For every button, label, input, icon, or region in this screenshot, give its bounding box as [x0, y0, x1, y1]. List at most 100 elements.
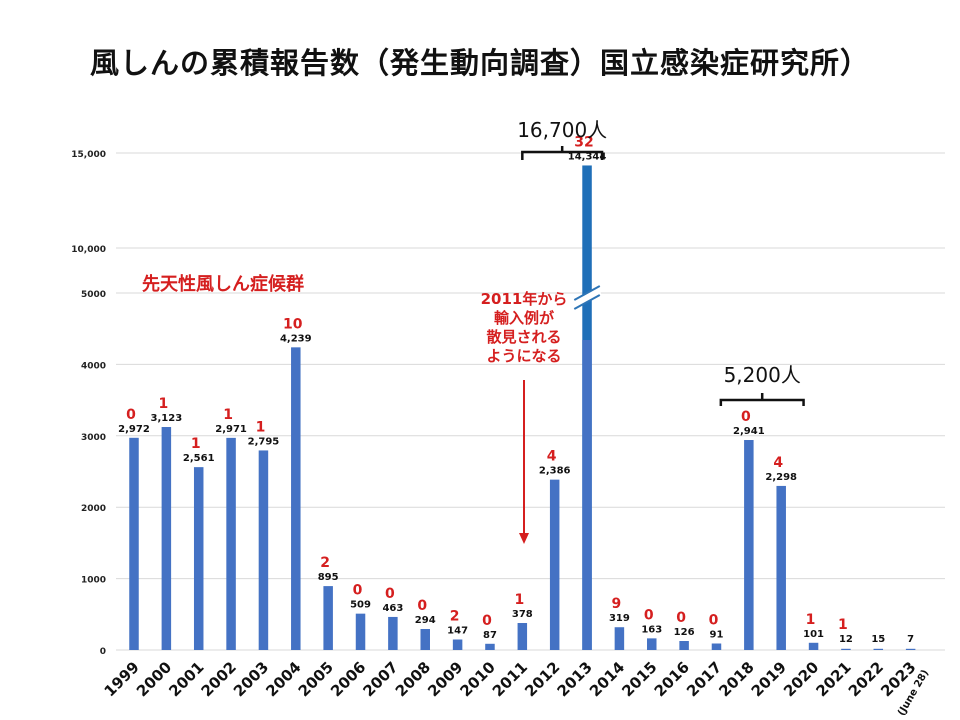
- bar-value-label: 101: [803, 629, 824, 640]
- x-tick-label: 2005: [295, 658, 337, 700]
- crs-count-label: 0: [482, 613, 492, 629]
- bar-value-label: 147: [447, 626, 468, 637]
- bar-value-label: 2,971: [215, 424, 247, 435]
- bar-value-label: 87: [483, 630, 497, 641]
- axis-break-mark: [573, 294, 601, 310]
- bar: [452, 639, 463, 650]
- crs-count-label: 0: [385, 586, 395, 602]
- bar-value-label: 126: [674, 627, 695, 638]
- x-tick-label: 2009: [424, 658, 466, 700]
- crs-count-label: 0: [644, 607, 654, 623]
- bar: [291, 347, 301, 650]
- crs-count-label: 9: [612, 596, 622, 612]
- y-tick-label: 4000: [81, 361, 106, 371]
- crs-count-label: 0: [741, 409, 751, 425]
- bar: [711, 643, 722, 650]
- bar-lower-part: [582, 340, 592, 650]
- x-tick-label: 2006: [327, 658, 369, 700]
- bar: [744, 440, 754, 650]
- crs-count-label: 1: [223, 407, 233, 423]
- crs-count-label: 0: [417, 598, 427, 614]
- crs-count-label: 0: [676, 610, 686, 626]
- total-label: 5,200人: [724, 363, 801, 387]
- y-tick-label: 5000: [81, 290, 106, 300]
- crs-count-label: 0: [126, 407, 136, 423]
- x-tick-label: 2002: [198, 658, 240, 700]
- x-tick-label: 1999: [101, 658, 143, 700]
- crs-series-name: 先天性風しん症候群: [142, 273, 304, 295]
- bar: [258, 450, 269, 650]
- crs-count-label: 4: [773, 455, 783, 471]
- y-tick-label: 0: [100, 647, 106, 657]
- x-tick-label: 2013: [554, 658, 596, 700]
- crs-count-label: 0: [709, 613, 719, 629]
- bar: [129, 437, 139, 650]
- x-tick-label: 2000: [133, 658, 175, 700]
- bar-value-label: 15: [871, 634, 885, 645]
- bar: [873, 648, 884, 650]
- bar: [614, 627, 625, 650]
- axis-break-gap: [572, 287, 602, 309]
- bar: [841, 648, 851, 650]
- bar-value-label: 2,941: [733, 426, 765, 437]
- bar: [193, 467, 204, 650]
- bar: [517, 623, 528, 650]
- y-tick-label: 15,000: [71, 150, 106, 160]
- bar-value-label: 294: [415, 615, 436, 626]
- bar: [323, 586, 333, 650]
- bar: [161, 427, 172, 650]
- import-note-line: 2011年から: [481, 290, 568, 308]
- bar-value-label: 12: [839, 634, 853, 645]
- bar: [485, 643, 495, 650]
- bar-value-label: 463: [382, 603, 403, 614]
- x-tick-label: 2022: [845, 658, 887, 700]
- bar: [549, 479, 560, 650]
- crs-count-label: 1: [158, 396, 168, 412]
- import-note-line: 散見される: [486, 328, 561, 346]
- bar: [420, 629, 430, 650]
- x-tick-label: 2010: [457, 658, 499, 700]
- crs-count-label: 2: [450, 609, 460, 625]
- x-tick-label: 2020: [780, 658, 822, 700]
- bar-value-label: 2,972: [118, 424, 150, 435]
- bar-value-label: 895: [318, 572, 339, 583]
- bar-value-label: 2,795: [248, 436, 280, 447]
- y-tick-label: 2000: [81, 504, 106, 514]
- bar-value-label: 2,386: [539, 466, 571, 477]
- bracket: [521, 146, 604, 160]
- bar-value-label: 509: [350, 600, 371, 611]
- y-tick-label: 10,000: [71, 245, 106, 255]
- crs-count-label: 1: [256, 419, 266, 435]
- bar: [647, 638, 657, 650]
- bar: [905, 648, 916, 650]
- crs-count-label: 1: [191, 436, 201, 452]
- x-tick-label: 2012: [521, 658, 563, 700]
- bar: [388, 616, 398, 650]
- bar-value-label: 7: [907, 634, 914, 645]
- bar-value-label: 3,123: [151, 413, 183, 424]
- crs-count-label: 10: [283, 316, 303, 332]
- x-tick-label: 2008: [392, 658, 434, 700]
- bar: [679, 641, 689, 650]
- x-tick-label: 2004: [262, 658, 304, 700]
- bar-value-label: 14,344: [568, 151, 607, 162]
- crs-count-label: 1: [514, 592, 524, 608]
- bar: [776, 485, 786, 650]
- x-tick-label: 2014: [586, 658, 628, 700]
- x-tick-label: 2021: [812, 658, 854, 700]
- page-title: 風しんの累積報告数（発生動向調査）国立感染症研究所）: [89, 46, 870, 80]
- y-tick-label: 3000: [81, 433, 106, 443]
- bracket: [719, 393, 805, 406]
- bar: [226, 437, 236, 650]
- x-tick-label: 2016: [651, 658, 693, 700]
- total-label: 16,700人: [517, 118, 607, 142]
- bars: [129, 165, 916, 651]
- gridlines: [116, 152, 945, 651]
- bar-value-label: 2,561: [183, 453, 215, 464]
- bar-value-label: 4,239: [280, 333, 312, 344]
- crs-count-label: 4: [547, 449, 557, 465]
- crs-count-label: 2: [320, 555, 330, 571]
- bar-value-label: 2,298: [765, 472, 797, 483]
- arrow-head: [519, 533, 529, 544]
